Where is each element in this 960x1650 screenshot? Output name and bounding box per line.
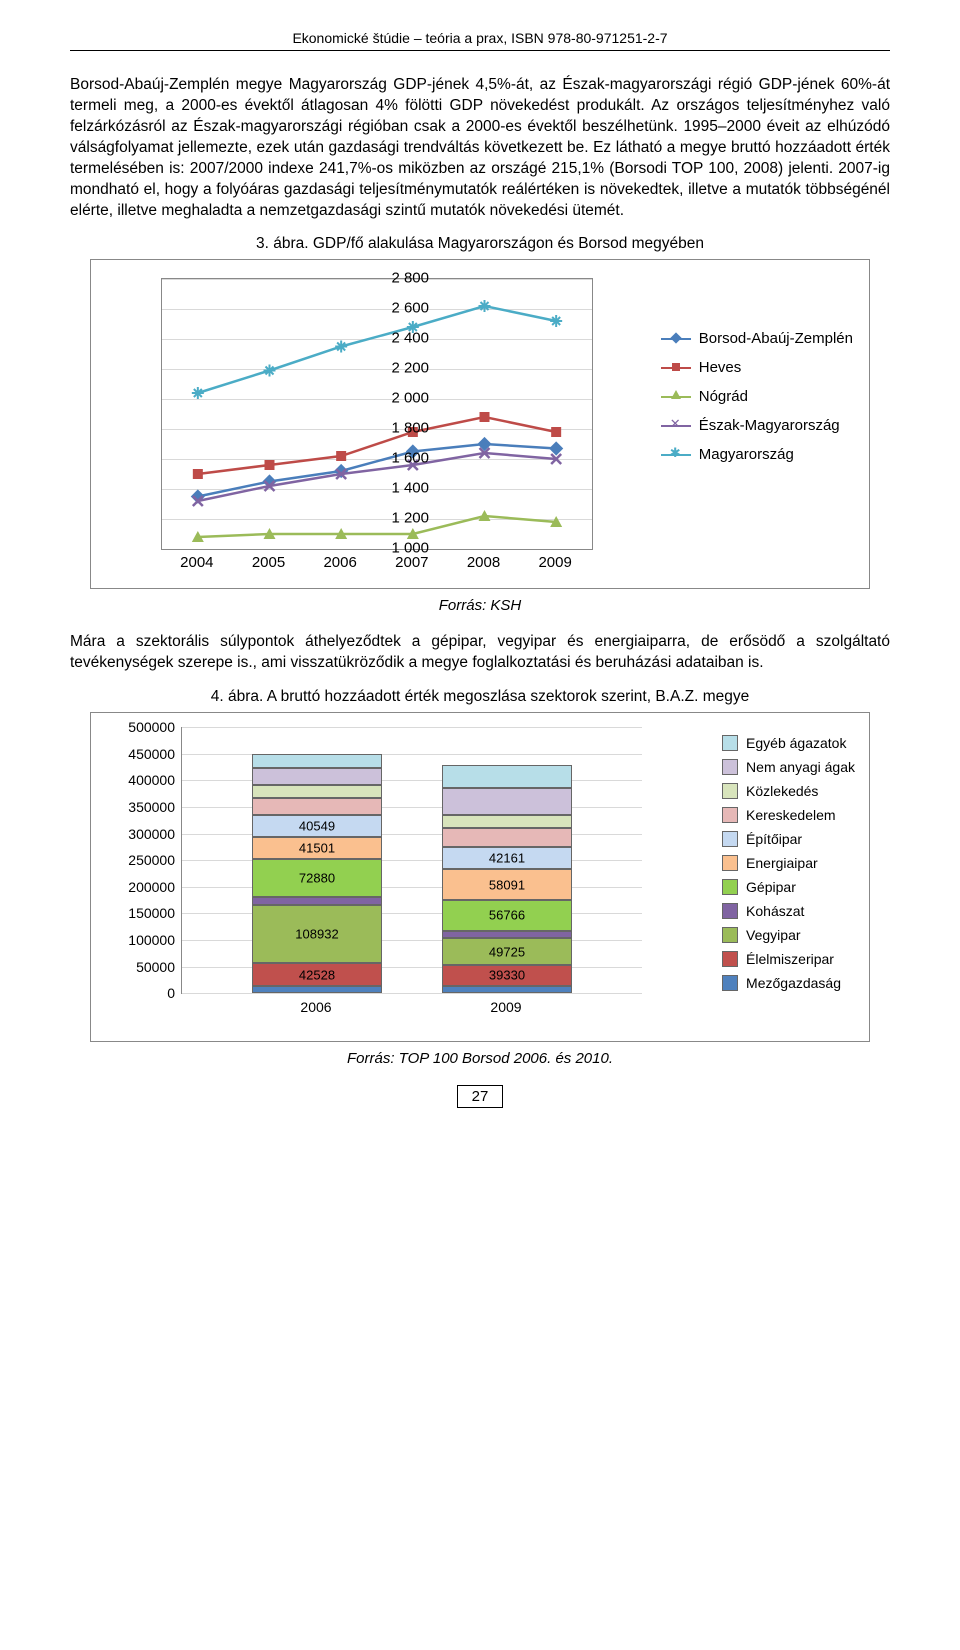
bar-column: 40549 41501 72880 108932 42528 [252, 754, 382, 993]
bar-segment-label: 56766 [443, 908, 571, 923]
bar-segment-label: 40549 [253, 818, 381, 833]
y-tick-label: 1 400 [369, 480, 429, 497]
y-tick-label: 250000 [95, 852, 175, 868]
bar-column: 42161 58091 56766 49725 39330 [442, 765, 572, 994]
legend-item: Élelmiszeripar [722, 951, 855, 967]
figure-4-source: Forrás: TOP 100 Borsod 2006. és 2010. [70, 1050, 890, 1067]
y-tick-label: 50000 [95, 959, 175, 975]
bar-segment-label: 49725 [443, 944, 571, 959]
y-tick-label: 350000 [95, 799, 175, 815]
x-tick-label: 2007 [382, 554, 442, 571]
figure-4-caption: 4. ábra. A bruttó hozzáadott érték megos… [70, 688, 890, 706]
legend-item: Egyéb ágazatok [722, 735, 855, 751]
y-tick-label: 300000 [95, 826, 175, 842]
legend-item: Kohászat [722, 903, 855, 919]
legend-item: Kereskedelem [722, 807, 855, 823]
x-tick-label: 2009 [441, 999, 571, 1015]
y-tick-label: 1 600 [369, 450, 429, 467]
page-number: 27 [70, 1085, 890, 1108]
legend-item: Gépipar [722, 879, 855, 895]
legend-item: ✱Magyarország [661, 446, 853, 463]
figure-3-chart: Borsod-Abaúj-Zemplén Heves Nógrád ✕Észak-Ma… [90, 259, 870, 589]
bar-segment-label: 42528 [253, 967, 381, 982]
bar-segment-label: 41501 [253, 840, 381, 855]
header-rule [70, 50, 890, 51]
bar-segment-label: 72880 [253, 870, 381, 885]
y-tick-label: 150000 [95, 905, 175, 921]
bar-segment-label: 58091 [443, 877, 571, 892]
y-tick-label: 450000 [95, 746, 175, 762]
y-tick-label: 2 400 [369, 330, 429, 347]
x-tick-label: 2009 [525, 554, 585, 571]
bar-segment-label: 42161 [443, 851, 571, 866]
y-tick-label: 2 800 [369, 270, 429, 287]
y-tick-label: 100000 [95, 932, 175, 948]
bar-segment-label: 108932 [253, 927, 381, 942]
figure-3-caption: 3. ábra. GDP/fő alakulása Magyarországon… [70, 235, 890, 253]
y-tick-label: 2 600 [369, 300, 429, 317]
x-tick-label: 2008 [454, 554, 514, 571]
legend-item: Heves [661, 359, 853, 376]
legend-item: Nógrád [661, 388, 853, 405]
y-tick-label: 200000 [95, 879, 175, 895]
legend-item: Építőipar [722, 831, 855, 847]
y-tick-label: 0 [95, 985, 175, 1001]
x-tick-label: 2005 [239, 554, 299, 571]
x-tick-label: 2004 [167, 554, 227, 571]
figure-4-chart: 40549 41501 72880 108932 42528 42161 58091 5676… [90, 712, 870, 1042]
figure-3-source: Forrás: KSH [70, 597, 890, 614]
legend-item: Közlekedés [722, 783, 855, 799]
y-tick-label: 400000 [95, 772, 175, 788]
y-tick-label: 1 800 [369, 420, 429, 437]
x-tick-label: 2006 [310, 554, 370, 571]
y-tick-label: 500000 [95, 719, 175, 735]
legend-item: Vegyipar [722, 927, 855, 943]
y-tick-label: 2 000 [369, 390, 429, 407]
x-tick-label: 2006 [251, 999, 381, 1015]
y-tick-label: 1 200 [369, 510, 429, 527]
bar-segment-label: 39330 [443, 968, 571, 983]
page-header: Ekonomické štúdie – teória a prax, ISBN … [70, 30, 890, 50]
legend-item: Borsod-Abaúj-Zemplén [661, 330, 853, 347]
paragraph-2: Mára a szektorális súlypontok áthelyeződ… [70, 632, 890, 674]
legend-item: ✕Észak-Magyarország [661, 417, 853, 434]
legend-item: Energiaipar [722, 855, 855, 871]
legend-item: Nem anyagi ágak [722, 759, 855, 775]
y-tick-label: 2 200 [369, 360, 429, 377]
paragraph-1: Borsod-Abaúj-Zemplén megye Magyarország … [70, 75, 890, 221]
legend-item: Mezőgazdaság [722, 975, 855, 991]
